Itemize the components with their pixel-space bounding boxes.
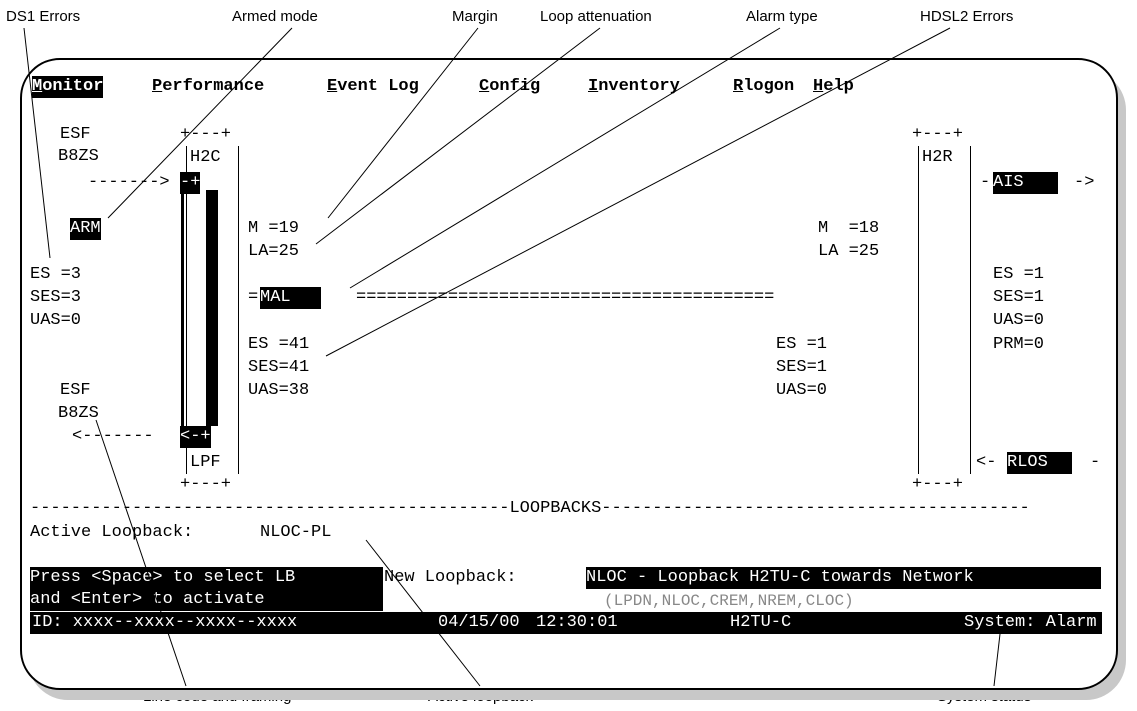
menu-hotkey: R — [733, 77, 744, 96]
loop-right-es: ES =1 — [776, 335, 828, 354]
h2c-bottom-border: +---+ — [180, 475, 232, 494]
menu-hotkey: I — [588, 77, 599, 96]
arm-indicator: ARM — [70, 218, 101, 240]
left-linecode-top: B8ZS — [58, 147, 99, 166]
right-ds1-ses: SES=1 — [993, 288, 1045, 307]
status-date: 04/15/00 — [438, 612, 520, 634]
h2c-right-edge — [238, 146, 239, 474]
menu-label: onfig — [489, 77, 541, 96]
right-ais-prefix: - — [980, 173, 991, 192]
h2r-top-border: +---+ — [912, 125, 964, 144]
menu-item-inventory[interactable]: Inventory — [588, 76, 680, 98]
leader-system-status — [993, 633, 1001, 687]
loop-left-es: ES =41 — [248, 335, 310, 354]
left-framing-bottom: ESF — [60, 381, 91, 400]
h2c-bottom-label: LPF — [190, 453, 221, 472]
loop-left-uas: UAS=38 — [248, 381, 310, 400]
right-ds1-es: ES =1 — [993, 265, 1045, 284]
status-time: 12:30:01 — [536, 612, 618, 634]
callout-armed-mode: Armed mode — [232, 8, 318, 25]
callout-loop-attenuation: Loop attenuation — [540, 8, 652, 25]
h2c-label: H2C — [190, 148, 221, 167]
leader-active-loopback — [365, 539, 481, 687]
status-system: System: Alarm — [964, 612, 1097, 634]
leader-margin — [327, 27, 479, 219]
menu-hotkey: E — [327, 77, 338, 96]
leader-armed-mode — [107, 27, 293, 219]
menu-item-config[interactable]: Config — [479, 76, 540, 98]
alarm-type: MAL — [260, 287, 321, 309]
menu-hotkey: C — [479, 77, 490, 96]
leader-ds1-errors — [23, 27, 51, 259]
new-loopback-select[interactable]: NLOC - Loopback H2TU-C towards Network — [586, 567, 1101, 589]
h2c-top-connector: -+ — [180, 172, 201, 194]
menu-label: vent Log — [337, 77, 419, 96]
loop-right-ses: SES=1 — [776, 358, 828, 377]
rlos-indicator: RLOS — [1007, 452, 1072, 474]
h2r-bottom-border: +---+ — [912, 475, 964, 494]
loop-right-attenuation: LA =25 — [818, 242, 880, 261]
loop-left-attenuation: LA=25 — [248, 242, 300, 261]
menu-item-monitor[interactable]: Monitor — [32, 76, 104, 98]
loop-right-uas: UAS=0 — [776, 381, 828, 400]
menu-item-performance[interactable]: Performance — [152, 76, 264, 98]
loopback-options: (LPDN,NLOC,CREM,NREM,CLOC) — [604, 592, 854, 610]
menu-label: erformance — [162, 77, 265, 96]
left-ds1-ses: SES=3 — [30, 288, 82, 307]
menu-label: nventory — [598, 77, 680, 96]
active-loopback-label: Active Loopback: — [30, 523, 194, 542]
leader-hdsl2-errors — [325, 27, 951, 357]
menu-label: logon — [743, 77, 795, 96]
h2c-bottom-connector: <-+ — [180, 426, 211, 448]
callout-alarm-type: Alarm type — [746, 8, 818, 25]
left-arrow-out: <------- — [72, 427, 154, 446]
left-arrow-in: -------> — [88, 173, 170, 192]
ais-indicator: AIS — [993, 172, 1058, 194]
menu-item-event-log[interactable]: Event Log — [327, 76, 419, 98]
h2c-loop-bar-left — [181, 190, 184, 426]
right-rlos-prefix: <- — [976, 453, 997, 472]
h2r-left-edge — [918, 146, 919, 474]
left-linecode-bottom: B8ZS — [58, 404, 99, 423]
h2c-loop-bar — [206, 190, 218, 426]
help-line-1: Press <Space> to select LB — [30, 567, 383, 589]
leader-loop-attenuation — [315, 27, 601, 245]
right-ais-suffix: -> — [1074, 173, 1095, 192]
loopbacks-divider: ----------------------------------------… — [30, 499, 1030, 518]
alarm-prefix: = — [248, 288, 259, 307]
callout-margin: Margin — [452, 8, 498, 25]
status-unit: H2TU-C — [730, 612, 792, 634]
right-rlos-suffix: - — [1090, 453, 1101, 472]
left-ds1-es: ES =3 — [30, 265, 82, 284]
left-ds1-uas: UAS=0 — [30, 311, 82, 330]
h2c-top-border: +---+ — [180, 125, 232, 144]
loop-right-margin: M =18 — [818, 219, 880, 238]
menu-label: onitor — [42, 77, 104, 96]
menu-hotkey: H — [813, 77, 824, 96]
menu-hotkey: P — [152, 77, 163, 96]
callout-ds1-errors: DS1 Errors — [6, 8, 81, 25]
leader-alarm-type — [349, 27, 781, 289]
h2r-right-edge — [970, 146, 971, 474]
alarm-line: ========================================… — [356, 288, 775, 307]
menu-item-rlogon[interactable]: Rlogon — [733, 76, 794, 98]
loop-left-ses: SES=41 — [248, 358, 310, 377]
h2c-left-edge — [186, 146, 187, 474]
loop-left-margin: M =19 — [248, 219, 300, 238]
callout-hdsl2-errors: HDSL2 Errors — [920, 8, 1014, 25]
menu-hotkey: M — [32, 77, 43, 96]
h2r-label: H2R — [922, 148, 953, 167]
right-ds1-uas: UAS=0 — [993, 311, 1045, 330]
left-framing-top: ESF — [60, 125, 91, 144]
leader-line-code-framing — [95, 419, 187, 687]
help-line-2: and <Enter> to activate — [30, 589, 383, 611]
active-loopback-value: NLOC-PL — [260, 523, 332, 542]
right-ds1-prm: PRM=0 — [993, 335, 1045, 354]
